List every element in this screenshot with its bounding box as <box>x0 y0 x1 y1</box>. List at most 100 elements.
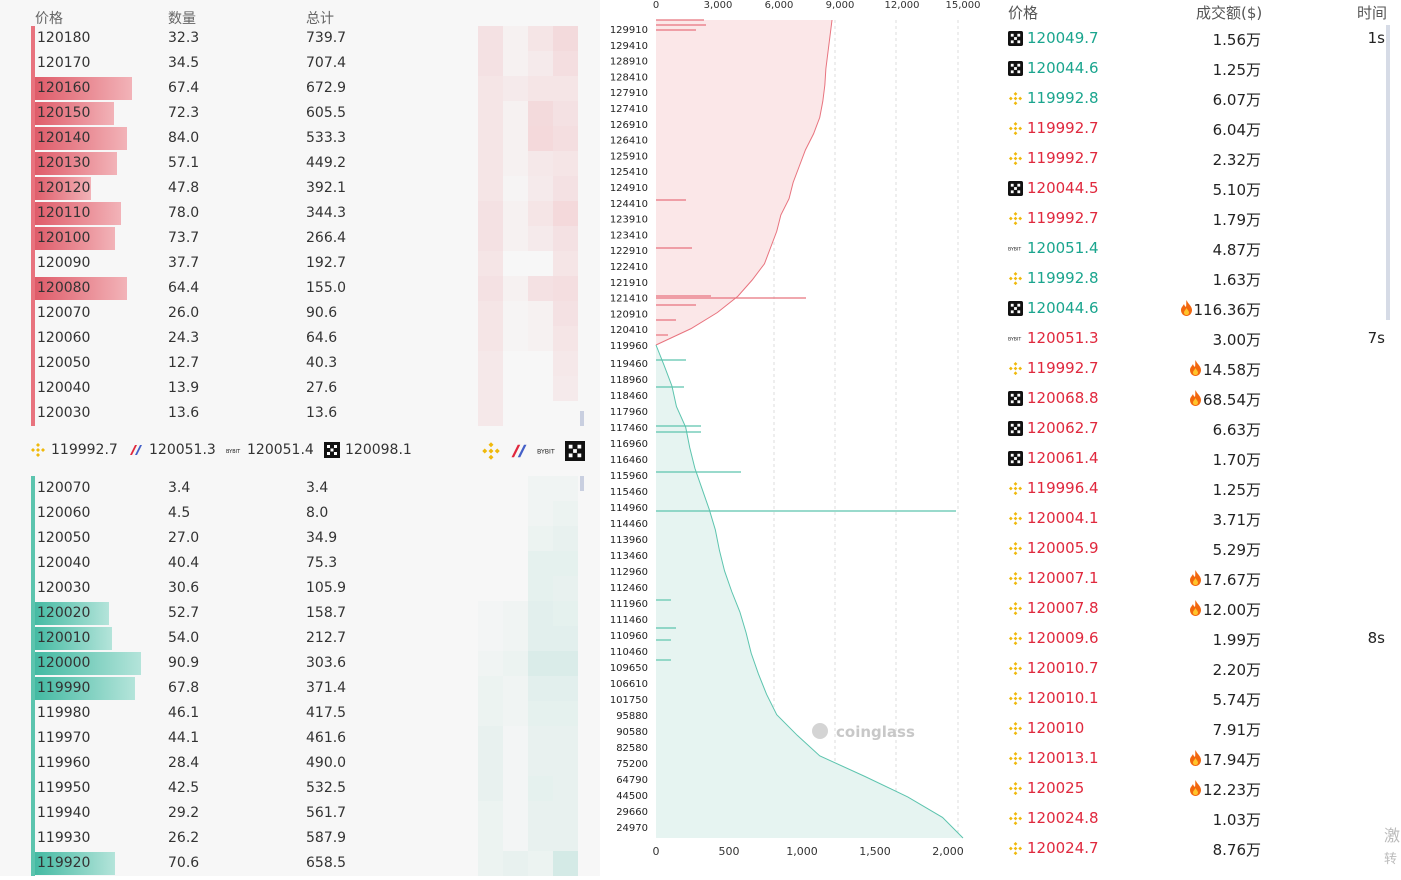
ask-price-label: 128410 <box>610 72 648 83</box>
trade-row[interactable]: 120007.8 12.00万 <box>1000 593 1401 623</box>
bid-row[interactable]: 120020 52.7 158.7 <box>0 601 600 626</box>
ask-row[interactable]: 120100 73.7 266.4 <box>0 226 600 251</box>
mid-price-binance: 119992.7 <box>51 442 118 458</box>
ask-heat-cell <box>528 101 553 126</box>
bid-row[interactable]: 120060 4.5 8.0 <box>0 501 600 526</box>
trade-row[interactable]: 120068.8 68.54万 <box>1000 383 1401 413</box>
ask-heat-cell <box>528 26 553 51</box>
ask-qty: 13.9 <box>168 380 200 396</box>
trade-amount-value: 17.67万 <box>1203 571 1261 589</box>
trade-row[interactable]: 120062.7 6.63万 <box>1000 413 1401 443</box>
trade-row[interactable]: 120013.1 17.94万 <box>1000 743 1401 773</box>
trade-row[interactable]: 119992.7 2.32万 <box>1000 143 1401 173</box>
ask-row[interactable]: 120170 34.5 707.4 <box>0 51 600 76</box>
trade-row[interactable]: 120009.6 1.99万 8s <box>1000 623 1401 653</box>
svg-text:BYBIT: BYBIT <box>1008 246 1021 252</box>
trade-row[interactable]: 120004.1 3.71万 <box>1000 503 1401 533</box>
ask-row[interactable]: 120060 24.3 64.6 <box>0 326 600 351</box>
bid-edge-marker <box>31 676 35 701</box>
trade-amount: 1.70万 <box>1213 449 1261 470</box>
bid-row[interactable]: 119920 70.6 658.5 <box>0 851 600 876</box>
ask-total: 27.6 <box>306 380 338 396</box>
bid-price: 120040 <box>37 555 91 571</box>
ask-price: 120110 <box>37 205 91 221</box>
ask-row[interactable]: 120090 37.7 192.7 <box>0 251 600 276</box>
bid-total: 561.7 <box>306 805 347 821</box>
ask-row[interactable]: 120140 84.0 533.3 <box>0 126 600 151</box>
bid-heat-cell <box>478 751 503 776</box>
trade-row[interactable]: 119996.4 1.25万 <box>1000 473 1401 503</box>
bid-price-label: 106610 <box>610 679 648 690</box>
bid-row[interactable]: 119990 67.8 371.4 <box>0 676 600 701</box>
bid-row[interactable]: 119980 46.1 417.5 <box>0 701 600 726</box>
ask-row[interactable]: 120070 26.0 90.6 <box>0 301 600 326</box>
trade-row[interactable]: 120044.6 1.25万 <box>1000 53 1401 83</box>
trade-row[interactable]: 120005.9 5.29万 <box>1000 533 1401 563</box>
trade-row[interactable]: 120044.6 116.36万 <box>1000 293 1401 323</box>
filter-bitmex-icon[interactable] <box>508 440 530 462</box>
bid-row[interactable]: 120040 40.4 75.3 <box>0 551 600 576</box>
ask-total: 605.5 <box>306 105 347 121</box>
ask-qty: 73.7 <box>168 230 200 246</box>
ask-heat-cell <box>478 376 503 401</box>
bid-row[interactable]: 120050 27.0 34.9 <box>0 526 600 551</box>
trades-scrollbar[interactable] <box>1386 25 1390 320</box>
ask-row[interactable]: 120080 64.4 155.0 <box>0 276 600 301</box>
bid-heat-cell <box>503 526 528 551</box>
trade-row[interactable]: 120010.7 2.20万 <box>1000 653 1401 683</box>
bid-row[interactable]: 119940 29.2 561.7 <box>0 801 600 826</box>
trade-row[interactable]: 120010 7.91万 <box>1000 713 1401 743</box>
bid-row[interactable]: 120030 30.6 105.9 <box>0 576 600 601</box>
trade-row[interactable]: 120024.8 1.03万 <box>1000 803 1401 833</box>
trade-row[interactable]: 120044.5 5.10万 <box>1000 173 1401 203</box>
bid-row[interactable]: 119970 44.1 461.6 <box>0 726 600 751</box>
bid-row[interactable]: 120000 90.9 303.6 <box>0 651 600 676</box>
bid-row[interactable]: 119950 42.5 532.5 <box>0 776 600 801</box>
ask-scroll-thumb[interactable] <box>580 411 584 426</box>
trade-row[interactable]: BYBIT 120051.3 3.00万 7s <box>1000 323 1401 353</box>
bid-row[interactable]: 119930 26.2 587.9 <box>0 826 600 851</box>
trade-row[interactable]: BYBIT 120051.4 4.87万 <box>1000 233 1401 263</box>
ask-row[interactable]: 120110 78.0 344.3 <box>0 201 600 226</box>
trade-price: 120013.1 <box>1027 749 1099 767</box>
ask-row[interactable]: 120030 13.6 13.6 <box>0 401 600 426</box>
bid-heat-cell <box>553 826 578 851</box>
binance-logo-icon <box>1008 661 1023 676</box>
bid-row[interactable]: 120070 3.4 3.4 <box>0 476 600 501</box>
bid-scroll-thumb[interactable] <box>580 476 584 491</box>
ask-row[interactable]: 120040 13.9 27.6 <box>0 376 600 401</box>
bid-heat-cell <box>528 751 553 776</box>
trade-amount: 2.32万 <box>1213 149 1261 170</box>
bid-row[interactable]: 119960 28.4 490.0 <box>0 751 600 776</box>
okx-logo-icon <box>1008 181 1023 196</box>
trade-row[interactable]: 120010.1 5.74万 <box>1000 683 1401 713</box>
trade-row[interactable]: 119992.8 6.07万 <box>1000 83 1401 113</box>
trade-row[interactable]: 119992.7 6.04万 <box>1000 113 1401 143</box>
mid-okx: 120098.1 <box>324 442 412 458</box>
trade-row[interactable]: 120061.4 1.70万 <box>1000 443 1401 473</box>
trade-row[interactable]: 119992.8 1.63万 <box>1000 263 1401 293</box>
ask-row[interactable]: 120120 47.8 392.1 <box>0 176 600 201</box>
trade-row[interactable]: 120007.1 17.67万 <box>1000 563 1401 593</box>
bid-price-label: 115960 <box>610 471 648 482</box>
filter-okx-icon[interactable] <box>564 440 586 462</box>
ask-row[interactable]: 120050 12.7 40.3 <box>0 351 600 376</box>
ask-row[interactable]: 120150 72.3 605.5 <box>0 101 600 126</box>
ask-heat-cell <box>553 251 578 276</box>
trade-row[interactable]: 120049.7 1.56万 1s <box>1000 23 1401 53</box>
bid-row[interactable]: 120010 54.0 212.7 <box>0 626 600 651</box>
filter-binance-icon[interactable] <box>480 440 502 462</box>
binance-logo-icon <box>1008 121 1023 136</box>
ask-row[interactable]: 120180 32.3 739.7 <box>0 26 600 51</box>
ask-row[interactable]: 120130 57.1 449.2 <box>0 151 600 176</box>
trade-row[interactable]: 120024.7 8.76万 <box>1000 833 1401 863</box>
trade-row[interactable]: 119992.7 1.79万 <box>1000 203 1401 233</box>
ask-heat-cell <box>528 76 553 101</box>
trade-amount-value: 6.63万 <box>1212 421 1261 439</box>
trade-row[interactable]: 119992.7 14.58万 <box>1000 353 1401 383</box>
filter-bybit-icon[interactable]: BYBIT <box>536 440 558 462</box>
ask-row[interactable]: 120160 67.4 672.9 <box>0 76 600 101</box>
svg-text:BYBIT: BYBIT <box>537 449 555 456</box>
header-price: 价格 <box>35 11 63 27</box>
trade-row[interactable]: 120025 12.23万 <box>1000 773 1401 803</box>
